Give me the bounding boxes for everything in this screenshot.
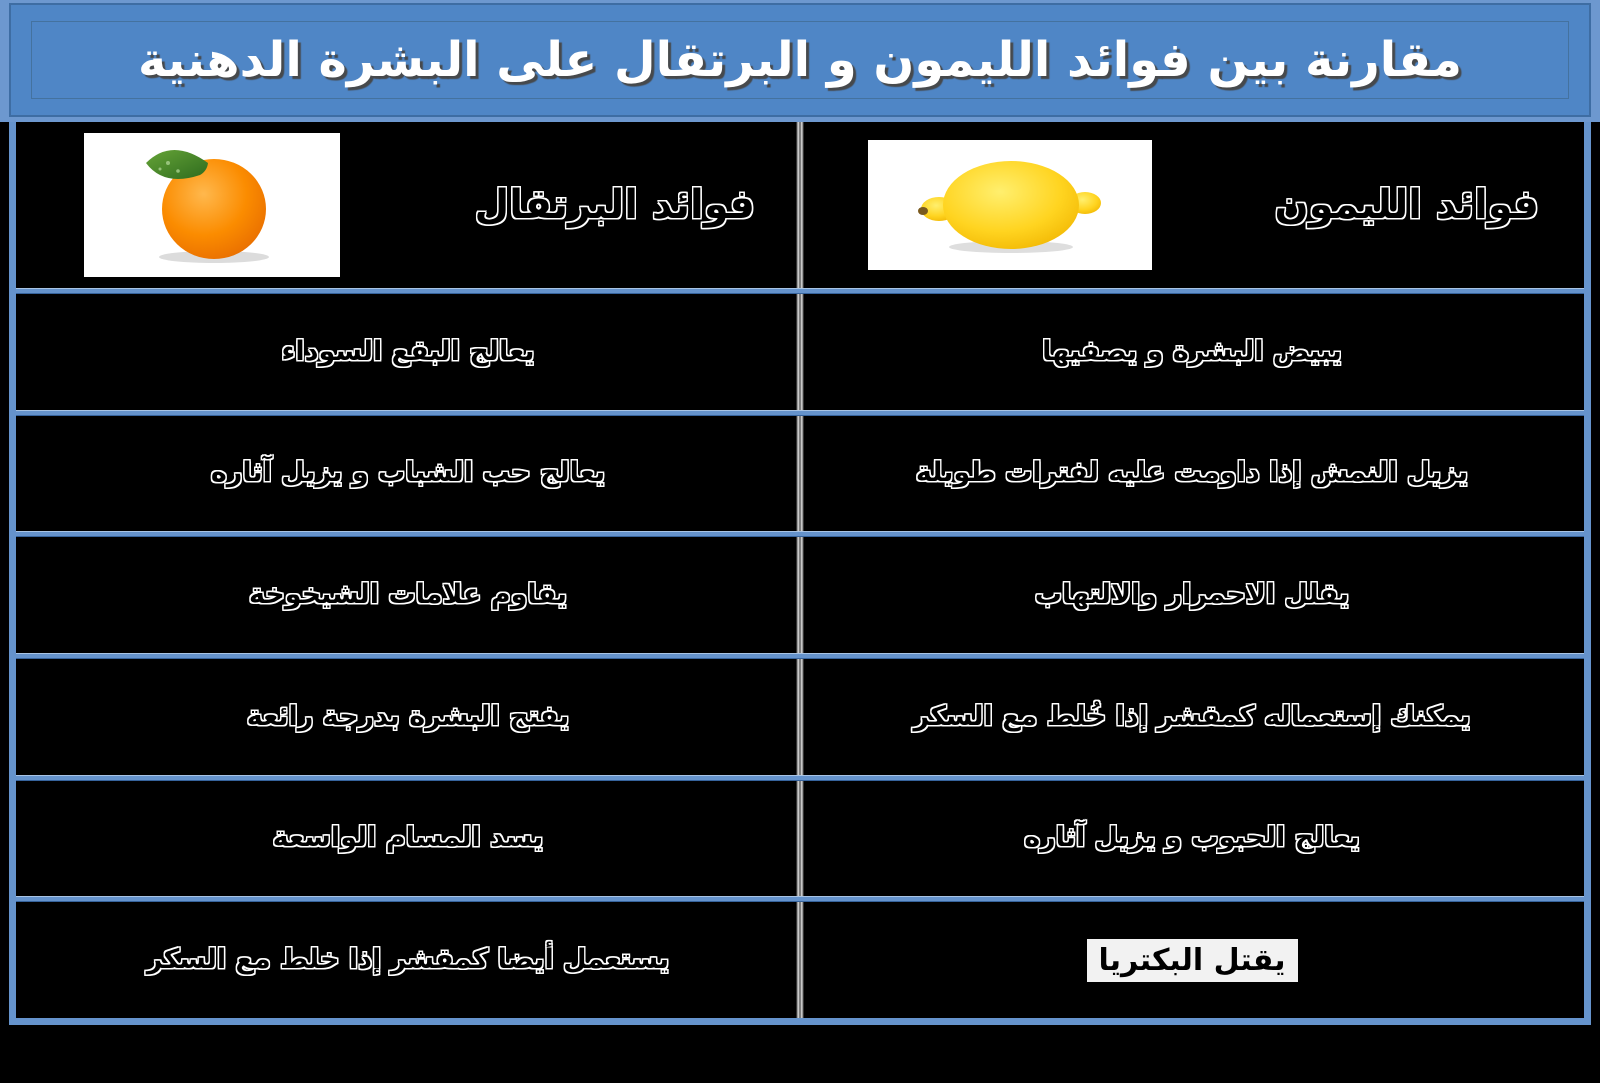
- orange-benefit-cell: يستعمل أيضا كمقشر إذا خلط مع السكر: [16, 902, 800, 1018]
- lemon-benefit-cell: يقتل البكتريا: [800, 902, 1584, 1018]
- lemon-header-cell: فوائد الليمون: [800, 122, 1584, 288]
- table-row: يعالج البقع السوداء يبيض البشرة و يصفيها: [16, 294, 1584, 410]
- orange-benefit-cell: يفتح البشرة بدرجة رائعة: [16, 659, 800, 775]
- orange-benefit-4: يفتح البشرة بدرجة رائعة: [246, 700, 570, 732]
- row-separator: [16, 896, 1584, 903]
- row-separator: [16, 288, 1584, 294]
- lemon-fruit-icon: [868, 140, 1152, 270]
- row-separator: [16, 409, 1584, 416]
- orange-benefit-1: يعالج البقع السوداء: [281, 335, 535, 367]
- page-title: مقارنة بين فوائد الليمون و البرتقال على …: [137, 32, 1463, 88]
- title-band: مقارنة بين فوائد الليمون و البرتقال على …: [0, 0, 1600, 122]
- orange-benefit-2: يعالج حب الشباب و يزيل آثاره: [210, 457, 606, 489]
- orange-benefit-cell: يسد المسام الواسعة: [16, 781, 800, 897]
- table-row: يستعمل أيضا كمقشر إذا خلط مع السكر يقتل …: [16, 902, 1584, 1018]
- orange-benefit-cell: يعالج البقع السوداء: [16, 294, 800, 410]
- orange-fruit-icon: [84, 133, 340, 277]
- table-row: يعالج حب الشباب و يزيل آثاره يزيل النمش …: [16, 416, 1584, 532]
- orange-benefit-5: يسد المسام الواسعة: [272, 822, 544, 854]
- bottom-filler: [0, 1025, 1600, 1083]
- row-separator: [16, 531, 1584, 538]
- table-row: يفتح البشرة بدرجة رائعة يمكنك إستعماله ك…: [16, 659, 1584, 775]
- orange-benefit-cell: يعالج حب الشباب و يزيل آثاره: [16, 416, 800, 532]
- lemon-benefit-cell: يعالج الحبوب و يزيل آثاره: [800, 781, 1584, 897]
- lemon-benefit-1: يبيض البشرة و يصفيها: [1042, 335, 1342, 367]
- lemon-benefit-cell: يقلل الاحمرار والالتهاب: [800, 537, 1584, 653]
- table-header-row: فوائد البرتقال: [16, 122, 1584, 288]
- orange-benefit-3: يقاوم علامات الشيخوخة: [248, 578, 568, 610]
- comparison-table: فوائد البرتقال: [9, 122, 1591, 1025]
- orange-benefit-6: يستعمل أيضا كمقشر إذا خلط مع السكر: [146, 943, 670, 975]
- lemon-benefit-cell: يمكنك إستعماله كمقشر إذا خُلط مع السكر: [800, 659, 1584, 775]
- orange-benefit-cell: يقاوم علامات الشيخوخة: [16, 537, 800, 653]
- lemon-benefit-cell: يزيل النمش إذا داومت عليه لفترات طويلة: [800, 416, 1584, 532]
- column-divider: [796, 122, 804, 1018]
- table-row: يسد المسام الواسعة يعالج الحبوب و يزيل آ…: [16, 781, 1584, 897]
- lemon-benefit-cell: يبيض البشرة و يصفيها: [800, 294, 1584, 410]
- lemon-benefit-5: يعالج الحبوب و يزيل آثاره: [1024, 822, 1360, 854]
- orange-header-label: فوائد البرتقال: [474, 182, 755, 228]
- lemon-benefit-6-highlighted: يقتل البكتريا: [1086, 938, 1298, 982]
- lemon-header-label: فوائد الليمون: [1274, 182, 1539, 228]
- table-row: يقاوم علامات الشيخوخة يقلل الاحمرار والا…: [16, 537, 1584, 653]
- row-separator: [16, 774, 1584, 781]
- lemon-benefit-3: يقلل الاحمرار والالتهاب: [1034, 578, 1350, 610]
- lemon-benefit-2: يزيل النمش إذا داومت عليه لفترات طويلة: [915, 457, 1469, 489]
- page-title-bar: مقارنة بين فوائد الليمون و البرتقال على …: [9, 3, 1591, 117]
- orange-header-cell: فوائد البرتقال: [16, 122, 800, 288]
- row-separator: [16, 653, 1584, 660]
- lemon-benefit-4: يمكنك إستعماله كمقشر إذا خُلط مع السكر: [913, 700, 1471, 732]
